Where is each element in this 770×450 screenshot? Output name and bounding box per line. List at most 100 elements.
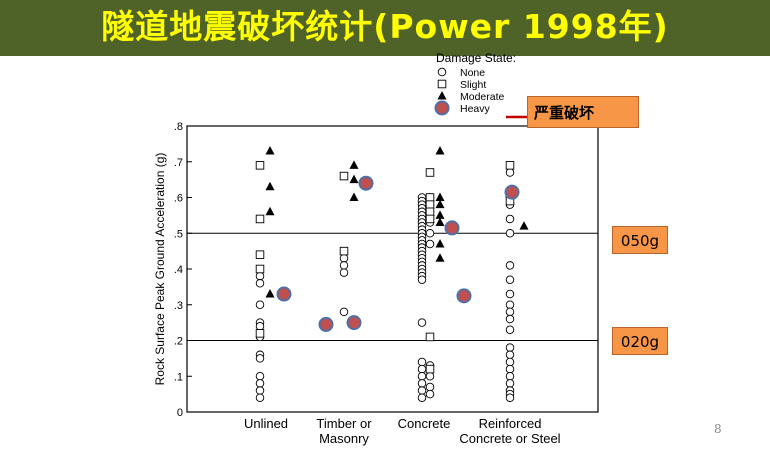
data-point-slight — [255, 264, 265, 274]
data-point-none — [505, 350, 515, 360]
data-point-moderate — [265, 206, 275, 216]
data-point-none — [505, 228, 515, 238]
data-point-none — [425, 372, 435, 381]
data-point-slight — [255, 161, 265, 170]
data-point-none — [505, 372, 515, 381]
data-point-heavy — [276, 286, 292, 302]
category-label: Reinforced — [479, 416, 542, 431]
legend-title: Damage State: — [436, 51, 516, 65]
data-point-none — [425, 389, 435, 399]
data-point-none — [505, 214, 515, 224]
data-point-slight — [425, 200, 435, 209]
data-point-none — [255, 321, 265, 331]
data-point-none — [425, 382, 435, 392]
data-point-none — [417, 364, 427, 374]
data-point-none — [505, 314, 515, 324]
data-point-moderate — [435, 192, 445, 201]
slide-title: 隧道地震破坏统计(Power 1998年) — [101, 7, 669, 46]
legend-marker — [434, 100, 450, 116]
data-point-slight — [425, 193, 435, 202]
category-label: Concrete or Steel — [459, 431, 560, 446]
title-bar — [0, 0, 770, 56]
data-point-none — [255, 271, 265, 281]
data-point-none — [505, 307, 515, 317]
data-point-heavy — [504, 184, 520, 200]
data-point-moderate — [349, 192, 359, 201]
y-tick-label: .7 — [174, 157, 183, 169]
data-point-moderate — [435, 210, 445, 219]
y-tick-label: .6 — [174, 193, 183, 205]
data-point-heavy — [318, 316, 334, 332]
data-point-none — [339, 268, 349, 277]
data-point-moderate — [435, 217, 445, 227]
data-point-none — [505, 325, 515, 335]
data-point-slight — [425, 207, 435, 217]
legend-label: Moderate — [460, 91, 505, 103]
data-point-heavy — [456, 288, 472, 304]
data-point-moderate — [435, 146, 445, 155]
data-point-moderate — [435, 199, 445, 209]
y-tick-label: .5 — [174, 228, 183, 240]
data-point-none — [417, 393, 427, 402]
y-tick-label: .2 — [174, 336, 183, 348]
data-point-none — [417, 275, 427, 284]
legend-label: Heavy — [460, 103, 491, 115]
category-label: Concrete — [398, 416, 451, 431]
y-tick-label: .4 — [174, 264, 183, 276]
data-point-moderate — [349, 174, 359, 184]
data-point-slight — [255, 250, 265, 259]
data-point-moderate — [435, 238, 445, 248]
data-point-slight — [425, 168, 435, 177]
data-point-none — [505, 261, 515, 270]
data-point-none — [417, 318, 427, 327]
data-point-none — [255, 379, 265, 388]
category-label: Timber or — [316, 416, 372, 431]
data-point-none — [505, 393, 515, 402]
data-point-none — [417, 379, 427, 388]
data-point-slight — [505, 161, 515, 170]
data-point-slight — [255, 214, 265, 224]
data-point-moderate — [435, 253, 445, 262]
threshold-020-callout: 020g — [612, 327, 668, 355]
data-point-none — [417, 386, 427, 395]
plot-frame — [186, 125, 599, 413]
data-point-moderate — [265, 181, 275, 191]
data-point-none — [505, 379, 515, 388]
legend-marker — [437, 79, 447, 89]
data-point-none — [425, 239, 435, 249]
category-label: Unlined — [244, 416, 288, 431]
data-point-none — [255, 354, 265, 363]
legend-marker — [437, 67, 447, 77]
data-point-moderate — [349, 160, 359, 169]
data-point-none — [339, 261, 349, 270]
data-point-none — [505, 168, 515, 177]
y-tick-label: 0 — [177, 407, 183, 419]
data-point-moderate — [265, 289, 275, 298]
data-point-none — [505, 275, 515, 284]
threshold-050-callout: 050g — [612, 226, 668, 254]
y-tick-label: .1 — [174, 371, 183, 383]
data-point-none — [417, 357, 427, 367]
data-point-none — [255, 386, 265, 395]
y-tick-label: .8 — [174, 121, 183, 133]
data-point-none — [505, 289, 515, 299]
category-label: Masonry — [319, 431, 369, 446]
data-point-none — [255, 279, 265, 288]
data-point-none — [339, 254, 349, 263]
data-point-moderate — [519, 221, 529, 230]
data-point-none — [255, 372, 265, 381]
data-point-none — [505, 300, 515, 310]
data-point-none — [505, 364, 515, 374]
y-tick-label: .3 — [174, 300, 183, 312]
data-point-none — [255, 393, 265, 402]
data-point-none — [339, 307, 349, 317]
heavy-damage-callout: 严重破坏 — [527, 96, 639, 128]
data-point-slight — [425, 214, 435, 224]
data-point-slight — [339, 246, 349, 256]
data-point-none — [505, 357, 515, 367]
data-point-slight — [339, 171, 349, 181]
data-point-heavy — [358, 175, 374, 191]
data-point-none — [417, 372, 427, 381]
legend-label: None — [460, 67, 485, 79]
